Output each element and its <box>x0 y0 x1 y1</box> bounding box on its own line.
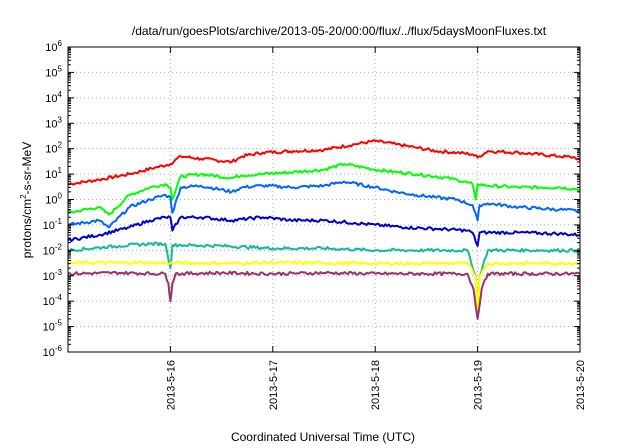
series-line-2 <box>67 162 581 216</box>
series-line-1 <box>67 139 581 186</box>
y-tick-label: 106 <box>45 39 62 54</box>
x-axis-label: Coordinated Universal Time (UTC) <box>231 430 415 444</box>
series-line-6 <box>67 260 581 310</box>
x-tick-label: 2013-5-16 <box>165 360 177 410</box>
y-tick-label: 104 <box>45 90 62 105</box>
x-tick-label: 2013-5-19 <box>473 360 485 410</box>
y-tick-label: 101 <box>45 166 62 181</box>
x-tick-label: 2013-5-18 <box>370 360 382 410</box>
series-group <box>67 139 581 320</box>
y-tick-label: 10-3 <box>43 268 63 283</box>
y-tick-label: 100 <box>45 192 62 207</box>
x-axis: 2013-5-16 2013-5-17 2013-5-18 2013-5-19 2013… <box>165 47 587 410</box>
y-tick-label: 10-4 <box>43 293 63 308</box>
x-tick-label: 2013-5-17 <box>268 360 280 410</box>
series-line-5 <box>67 241 581 310</box>
y-axis: 106 105 104 103 102 101 100 10-1 10-2 10-3 10-4 10-… <box>43 39 580 359</box>
y-tick-label: 102 <box>45 141 62 156</box>
y-tick-label: 10-2 <box>43 242 63 257</box>
y-axis-label-prefix: protons/cm <box>20 199 34 258</box>
series-line-3 <box>67 180 581 229</box>
y-tick-label: 105 <box>45 64 62 79</box>
grid-lines <box>68 47 580 352</box>
chart-title: /data/run/goesPlots/archive/2013-05-20/0… <box>132 24 547 38</box>
y-axis-label-suffix: -s-sr-MeV <box>20 142 34 195</box>
y-axis-label-sup: 2 <box>19 194 28 199</box>
y-axis-label: protons/cm2-s-sr-MeV <box>19 142 34 258</box>
series-line-4 <box>67 215 581 247</box>
series-line-7 <box>67 270 581 320</box>
y-tick-label: 103 <box>45 115 62 130</box>
y-tick-label: 10-6 <box>43 344 63 359</box>
y-tick-label: 10-5 <box>43 319 63 334</box>
x-tick-label: 2013-5-20 <box>575 360 587 410</box>
y-tick-label: 10-1 <box>43 217 63 232</box>
